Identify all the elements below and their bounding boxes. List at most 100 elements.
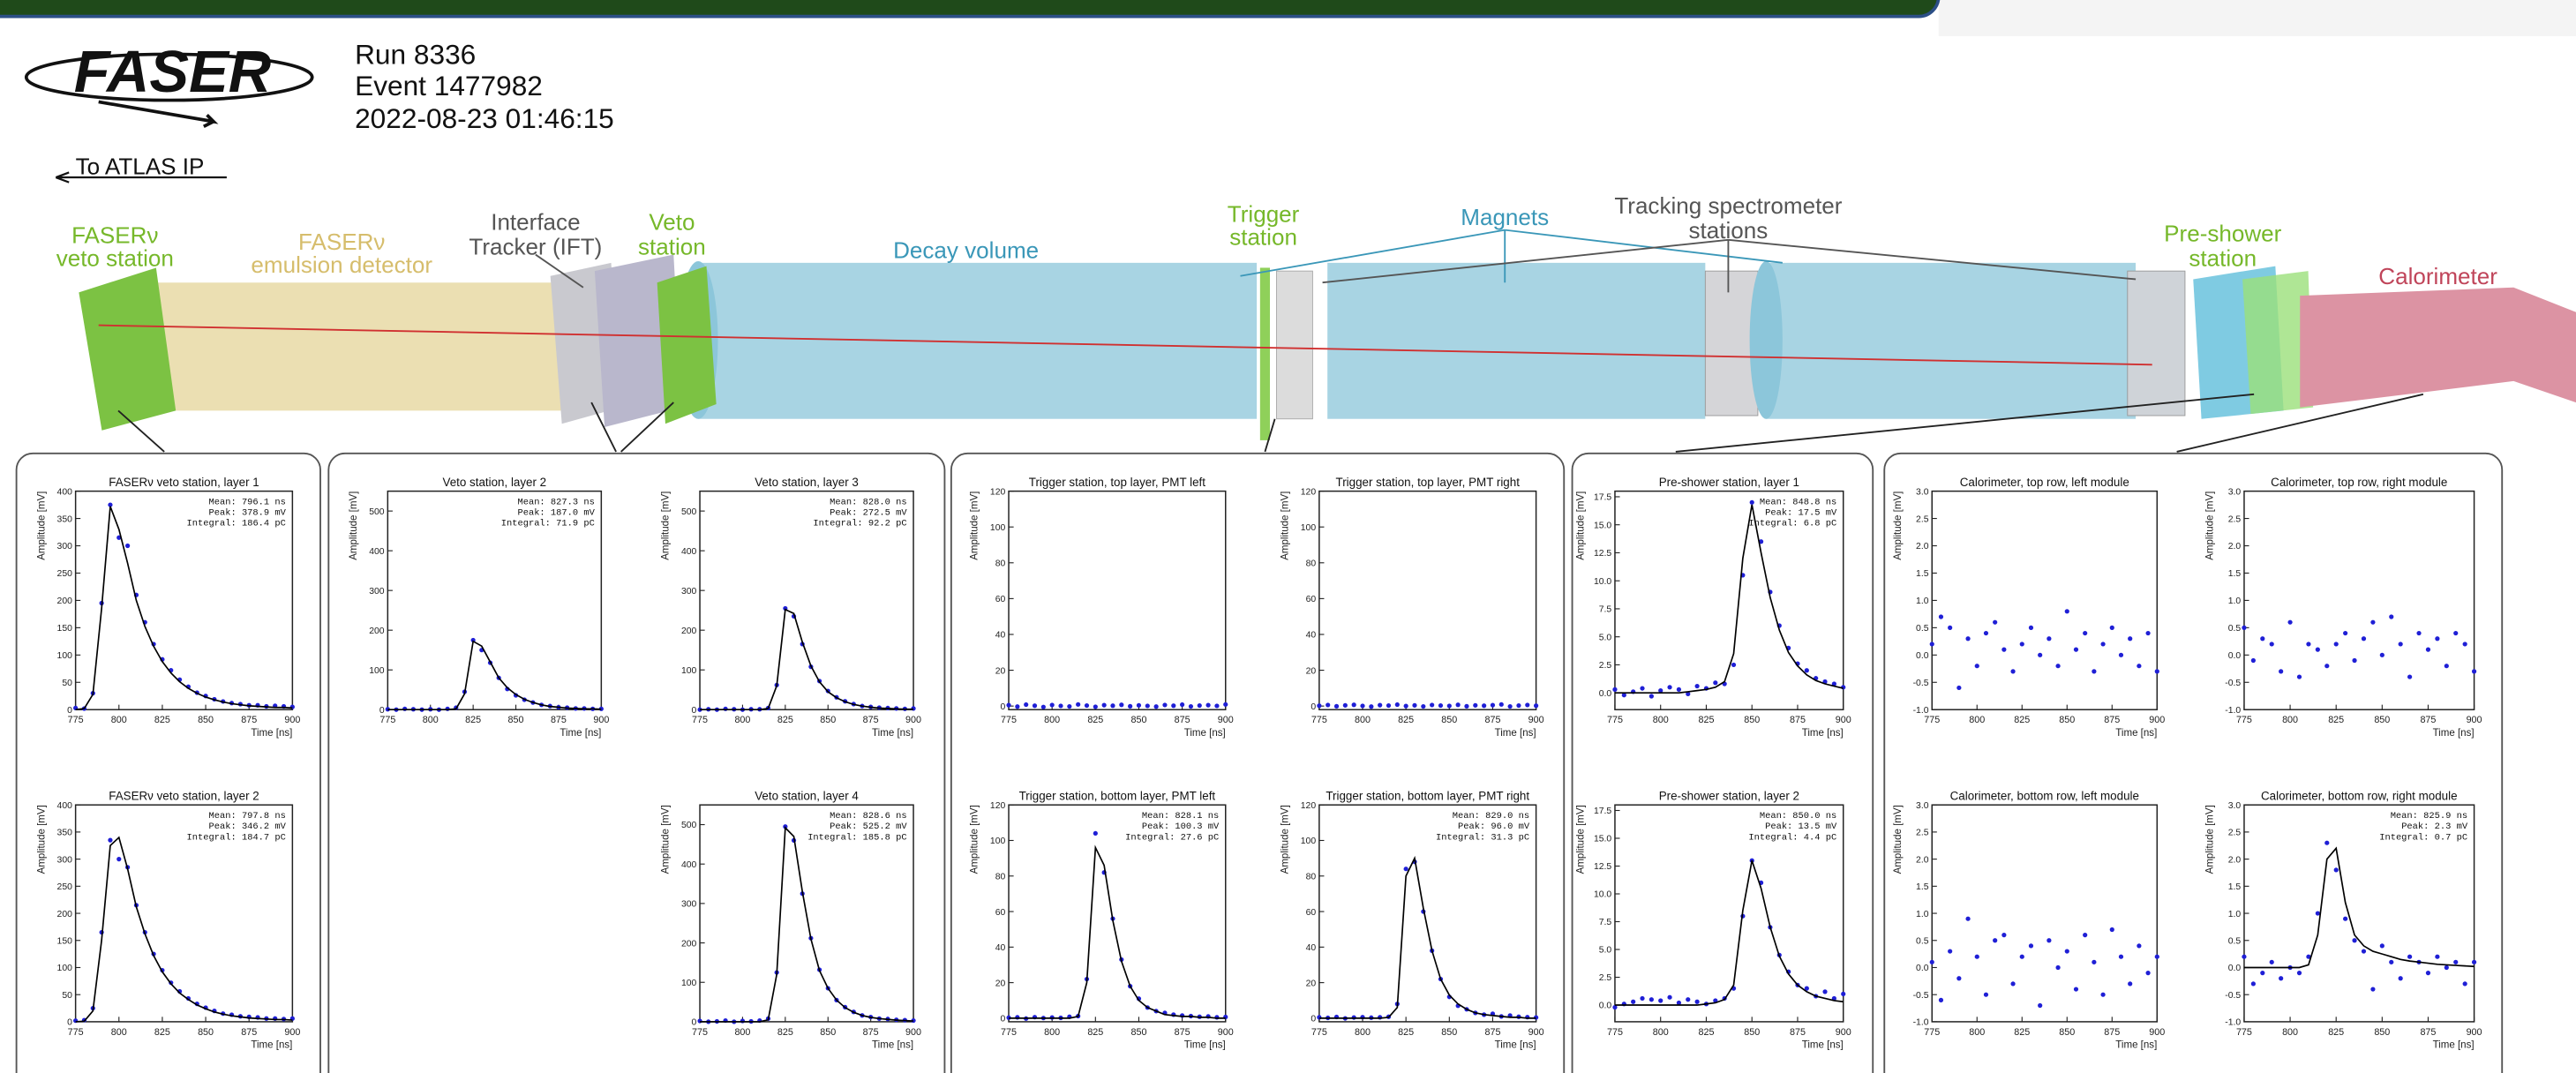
label: Tracking spectrometer	[1614, 192, 1842, 219]
chart: Calorimeter, top row, left module-1.0-0.…	[1893, 476, 2165, 739]
data-point	[697, 1018, 702, 1023]
y-tick-label: 200	[681, 939, 697, 949]
annotation: Peak: 17.5 mV	[1765, 508, 1837, 519]
data-point	[1102, 703, 1107, 708]
y-tick-label: 2.5	[1916, 829, 1929, 838]
data-point	[2297, 674, 2302, 679]
data-point	[911, 706, 915, 710]
x-tick-label: 825	[1698, 715, 1714, 725]
annotation: Integral: 71.9 pC	[501, 519, 595, 529]
data-point	[2426, 648, 2430, 652]
x-tick-label: 775	[692, 715, 708, 725]
y-tick-label: 60	[1306, 595, 1317, 604]
data-point	[2047, 636, 2051, 641]
emulsion	[115, 282, 591, 410]
data-point	[2074, 648, 2078, 652]
data-point	[2453, 631, 2458, 635]
y-tick-label: 0	[1311, 1015, 1316, 1024]
data-point	[1006, 703, 1010, 708]
data-point	[1750, 500, 1754, 505]
x-axis-label: Time [ns]	[1802, 1040, 1844, 1051]
data-point	[1822, 989, 1827, 994]
chart: Veto station, layer 30100200300400500775…	[661, 476, 921, 739]
data-point	[108, 838, 112, 843]
x-tick-label: 900	[2149, 715, 2165, 725]
x-axis-label: Time [ns]	[251, 728, 292, 739]
data-point	[125, 544, 130, 548]
y-tick-label: -0.5	[1913, 679, 1929, 688]
data-point	[1640, 686, 1644, 690]
data-point	[1171, 703, 1175, 708]
x-tick-label: 850	[1744, 715, 1760, 725]
chart-title: Pre-shower station, layer 1	[1659, 476, 1799, 489]
y-tick-label: 120	[1301, 801, 1317, 811]
data-point	[2435, 955, 2439, 959]
chart-title: Trigger station, bottom layer, PMT left	[1019, 790, 1216, 803]
annotation: Integral: 4.4 pC	[1748, 832, 1836, 843]
data-point	[1352, 702, 1356, 707]
data-point	[1404, 867, 1408, 871]
y-tick-label: 15.0	[1594, 521, 1611, 530]
data-point	[2251, 658, 2256, 663]
data-point	[1508, 704, 1513, 709]
data-point	[2445, 664, 2449, 668]
data-point	[1695, 1000, 1700, 1004]
chart: FASERν veto station, layer 2050100150200…	[36, 790, 300, 1051]
data-point	[723, 707, 727, 711]
data-point	[2453, 960, 2458, 964]
data-point	[2092, 669, 2096, 673]
data-point	[2370, 987, 2375, 991]
data-point	[1360, 703, 1364, 708]
event-display: FASER Run 8336 Event 1477982 2022-08-23 …	[0, 0, 2576, 1073]
x-tick-label: 775	[1607, 715, 1623, 725]
y-tick-label: 1.5	[2228, 882, 2242, 892]
y-tick-label: 0.5	[2228, 936, 2242, 946]
data-point	[2343, 917, 2347, 921]
x-axis-label: Time [ns]	[560, 728, 601, 739]
magnet-2	[1766, 263, 2136, 419]
data-point	[1965, 636, 1970, 641]
y-tick-label: 12.5	[1594, 549, 1611, 559]
y-tick-label: 40	[995, 943, 1006, 953]
annotation: Mean: 850.0 ns	[1760, 811, 1836, 822]
data-point	[116, 857, 121, 861]
data-point	[1395, 702, 1400, 707]
x-tick-label: 900	[2467, 715, 2482, 725]
data-point	[2472, 960, 2476, 964]
y-tick-label: 0	[1001, 702, 1006, 712]
annotation: Peak: 346.2 mV	[208, 822, 286, 832]
x-tick-label: 850	[2059, 715, 2075, 725]
y-tick-label: 100	[990, 523, 1006, 533]
y-tick-label: 300	[681, 587, 697, 597]
plot-frame	[1932, 491, 2157, 710]
data-point	[1334, 704, 1339, 709]
y-tick-label: 200	[57, 910, 73, 919]
label: veto station	[56, 245, 174, 272]
x-tick-label: 875	[241, 1027, 257, 1038]
x-tick-label: 900	[2149, 1027, 2165, 1038]
x-tick-label: 875	[863, 1027, 879, 1038]
chart: Calorimeter, bottom row, left module-1.0…	[1893, 790, 2165, 1051]
x-tick-label: 850	[1744, 1027, 1760, 1038]
y-tick-label: 80	[1306, 872, 1317, 882]
chart-title: Veto station, layer 3	[755, 476, 859, 489]
y-tick-label: 80	[995, 872, 1006, 882]
y-tick-label: 0.5	[1916, 936, 1929, 946]
data-point	[1223, 702, 1228, 707]
x-tick-label: 900	[593, 715, 609, 725]
data-point	[2047, 938, 2051, 942]
x-axis-label: Time [ns]	[1495, 1040, 1536, 1051]
data-point	[2065, 949, 2069, 953]
data-point	[1491, 703, 1495, 708]
chart-title: Trigger station, top layer, PMT left	[1029, 476, 1205, 489]
x-tick-label: 800	[1355, 1027, 1371, 1038]
x-tick-label: 775	[1001, 1027, 1017, 1038]
y-tick-label: 3.0	[1916, 487, 1929, 497]
y-tick-label: 5.0	[1599, 633, 1612, 642]
y-tick-label: 3.0	[1916, 801, 1929, 811]
chart-title: FASERν veto station, layer 2	[109, 790, 259, 803]
y-tick-label: 5.0	[1599, 946, 1612, 956]
data-point	[1658, 998, 1663, 1002]
data-point	[2370, 620, 2375, 625]
data-point	[1993, 938, 1997, 942]
